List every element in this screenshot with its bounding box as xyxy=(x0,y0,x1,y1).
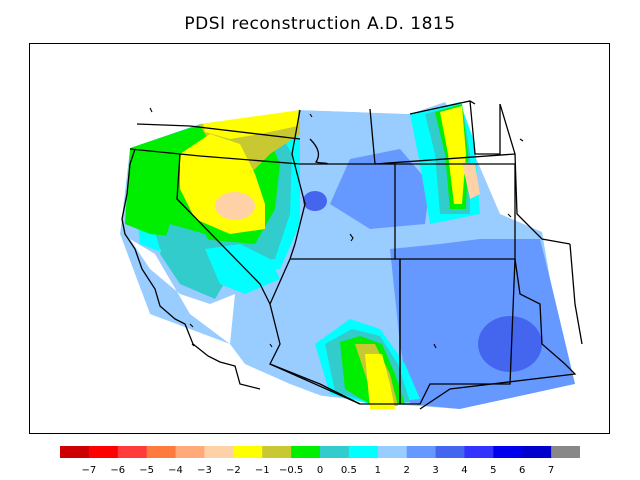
lake-5 xyxy=(191,343,195,347)
legend-swatch xyxy=(320,446,350,458)
legend-swatch xyxy=(435,446,465,458)
map-borders xyxy=(121,100,583,410)
border-texas xyxy=(419,258,577,410)
lake-9 xyxy=(519,138,524,142)
legend-swatch xyxy=(348,446,379,458)
border-utah xyxy=(290,163,396,260)
legend-tick-label: −6 xyxy=(110,465,125,476)
border-oregon-north xyxy=(136,123,301,140)
border-east-coast xyxy=(569,243,583,345)
pdsi-field-ca-wet xyxy=(205,244,280,294)
legend-swatch xyxy=(204,446,234,458)
legend-tick-label: 0.5 xyxy=(341,465,357,476)
legend-tick-label: −1 xyxy=(255,465,270,476)
pdsi-field-extreme-se xyxy=(478,316,542,372)
ocean-area xyxy=(30,44,609,433)
border-newmexico xyxy=(399,258,516,405)
legend-swatch xyxy=(464,446,494,458)
border-colorado xyxy=(395,163,516,260)
legend-swatch xyxy=(522,446,552,458)
border-oregon-south xyxy=(129,148,301,165)
legend-swatch xyxy=(291,446,321,458)
lake-1 xyxy=(149,107,153,113)
map-lakes xyxy=(149,107,524,349)
legend-tick-label: −2 xyxy=(226,465,241,476)
border-lake xyxy=(309,138,329,165)
legend-tick-label: 3 xyxy=(432,465,438,476)
legend-swatch xyxy=(406,446,437,458)
legend-swatch xyxy=(88,446,119,458)
border-mexico xyxy=(269,363,361,405)
legend-tick-label: 7 xyxy=(548,465,554,476)
border-canada xyxy=(409,100,476,115)
lake-7 xyxy=(433,343,437,349)
border-plains xyxy=(514,153,571,245)
legend-tick-label: 4 xyxy=(461,465,467,476)
lake-6 xyxy=(269,343,273,348)
pdsi-field-extreme-n xyxy=(303,191,327,211)
pdsi-field-ne-dry xyxy=(440,106,466,204)
legend-swatch xyxy=(233,446,263,458)
legend-tick-label: 6 xyxy=(519,465,525,476)
pdsi-field-nw-very-dry xyxy=(215,192,255,220)
legend-tick-label: 0 xyxy=(317,465,323,476)
coastline xyxy=(121,148,261,390)
legend-tick-label: −7 xyxy=(82,465,97,476)
legend-tick-label: 2 xyxy=(403,465,409,476)
legend-swatch xyxy=(377,446,408,458)
pdsi-field-s-dry xyxy=(365,354,395,409)
lake-8 xyxy=(507,213,512,218)
legend-swatch xyxy=(146,446,177,458)
pacific-bay xyxy=(130,239,235,344)
legend-tick-label: −3 xyxy=(197,465,212,476)
legend-tick-label: −5 xyxy=(139,465,154,476)
color-legend: −7 −6 −5 −4 −3 −2 −1 −0.5 0 0.5 1 2 3 4 5 6 7 xyxy=(60,446,581,476)
pdsi-field-very-moist-north xyxy=(330,149,430,229)
legend-swatch xyxy=(117,446,148,458)
border-dakota xyxy=(469,100,501,155)
legend-swatch xyxy=(551,446,581,458)
lake-3 xyxy=(349,233,354,242)
legend-swatch xyxy=(60,446,90,458)
lake-2 xyxy=(309,113,313,118)
border-nevada-west xyxy=(176,153,271,305)
ocean-south xyxy=(30,344,360,433)
map-title: PDSI reconstruction A.D. 1815 xyxy=(184,14,456,34)
pdsi-field-ne-very-dry xyxy=(462,162,480,199)
pdsi-field-ca-slightly-wet xyxy=(160,224,230,299)
border-idaho-east xyxy=(289,109,306,260)
legend-swatch xyxy=(175,446,205,458)
legend-swatch xyxy=(493,446,523,458)
legend-swatch xyxy=(262,446,292,458)
gulf-area xyxy=(410,384,609,433)
pdsi-map xyxy=(30,44,609,433)
legend-tick-label: −0.5 xyxy=(279,465,303,476)
lake-4 xyxy=(189,323,194,328)
legend-tick-label: 5 xyxy=(490,465,496,476)
map-frame xyxy=(29,43,610,434)
legend-svg: −7 −6 −5 −4 −3 −2 −1 −0.5 0 0.5 1 2 3 4 5 6 7 xyxy=(60,446,581,476)
legend-tick-label: 1 xyxy=(375,465,381,476)
legend-tick-label: −4 xyxy=(168,465,183,476)
